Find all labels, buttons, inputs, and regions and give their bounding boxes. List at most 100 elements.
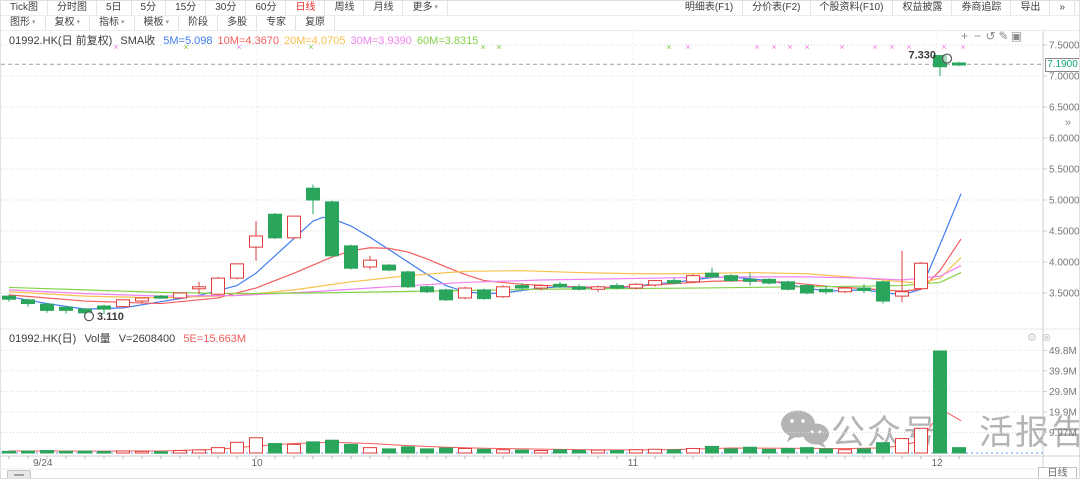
period-tab-8[interactable]: 周线 [325, 1, 365, 15]
panel-menu-item-0[interactable]: 明细表(F1) [676, 1, 744, 15]
sma-value-0: 5M=5.098 [163, 35, 213, 47]
undo-icon[interactable]: ↺ [985, 29, 996, 43]
svg-text:×: × [666, 42, 671, 52]
panel-menu-item-5[interactable]: 导出 [1011, 1, 1051, 15]
date-label-0: 9/24 [33, 458, 53, 469]
period-tab-4[interactable]: 15分 [166, 1, 207, 15]
chevron-down-icon: ▾ [165, 19, 170, 26]
period-tab-1[interactable]: 分时图 [48, 1, 97, 15]
svg-text:×: × [787, 42, 792, 52]
period-tabs: Tick图 分时图 5日 5分 15分 30分 60分 日线 周线 月线 更多 ▾ [1, 1, 448, 15]
svg-text:×: × [480, 42, 485, 52]
date-label-1: 10 [251, 458, 263, 469]
tool-tab-2[interactable]: 指标 ▾ [90, 16, 135, 30]
tool-tab-5[interactable]: 多股 [218, 16, 258, 30]
svg-text:4.0000: 4.0000 [1049, 258, 1080, 269]
svg-text:×: × [685, 42, 690, 52]
chart-tools: + − ↺ ✎ ▣ [958, 30, 1023, 43]
tool-tab-6[interactable]: 专家 [257, 16, 297, 30]
svg-text:7.0000: 7.0000 [1049, 72, 1080, 83]
period-tab-2[interactable]: 5日 [97, 1, 132, 15]
sma-value-4: 60M=3.8315 [416, 35, 479, 47]
period-tab-7[interactable]: 日线 [286, 1, 326, 15]
chevron-down-icon: ▾ [32, 19, 36, 26]
wechat-icon [781, 410, 829, 448]
settings-gear-icon[interactable]: ⚙ [1027, 332, 1037, 344]
date-label-2: 11 [627, 458, 639, 469]
tool-tab-1[interactable]: 复权 ▾ [46, 16, 91, 30]
tool-tab-0[interactable]: 图形 ▾ [1, 16, 46, 30]
panel-menu-item-4[interactable]: 券商追踪 [952, 1, 1012, 15]
indicator-label: SMA收 [120, 35, 156, 47]
svg-text:×: × [941, 42, 946, 52]
period-indicator[interactable]: 日线 [1038, 467, 1077, 478]
svg-text:5.5000: 5.5000 [1049, 165, 1080, 176]
period-tab-5[interactable]: 30分 [206, 1, 247, 15]
tools-toolbar: 图形 ▾ 复权 ▾ 指标 ▾ 模板 ▾ 阶段 多股 专家 复原 [1, 16, 1079, 31]
volume-value: V=2608400 [118, 333, 176, 345]
sma-value-1: 10M=4.3670 [217, 35, 279, 47]
pencil-icon[interactable]: ✎ [998, 29, 1009, 43]
svg-text:29.9M: 29.9M [1049, 387, 1077, 398]
svg-text:×: × [889, 42, 894, 52]
svg-text:3.110: 3.110 [97, 311, 124, 323]
chevron-down-icon: ▾ [76, 19, 81, 26]
current-price-tag: 7.1900 [1045, 58, 1079, 72]
scrollbar-thumb[interactable] [7, 470, 31, 478]
panel-menu-item-2[interactable]: 个股资料(F10) [811, 1, 894, 15]
expand-panel-icon[interactable]: » [1065, 117, 1072, 129]
svg-text:6.5000: 6.5000 [1049, 103, 1080, 114]
svg-text:9.97M: 9.97M [1049, 428, 1077, 439]
zoom-in-icon[interactable]: + [960, 29, 968, 43]
svg-text:5.0000: 5.0000 [1049, 196, 1080, 207]
period-tab-6[interactable]: 60分 [246, 1, 287, 15]
panel-menu-item-3[interactable]: 权益披露 [893, 1, 953, 15]
svg-text:7.330: 7.330 [908, 50, 936, 62]
svg-text:4.5000: 4.5000 [1049, 227, 1080, 238]
tool-tabs: 图形 ▾ 复权 ▾ 指标 ▾ 模板 ▾ 阶段 多股 专家 复原 [1, 16, 336, 30]
watermark-text-right: 活报告 [979, 414, 1080, 452]
panel-menu-item-6[interactable]: » [1050, 1, 1075, 15]
svg-text:×: × [183, 42, 188, 52]
svg-text:×: × [308, 42, 313, 52]
volume-symbol-label: 01992.HK(日) [9, 333, 77, 345]
panel-menu: 明细表(F1) 分价表(F2) 个股资料(F10) 权益披露 券商追踪 导出» [676, 1, 1075, 15]
svg-text:×: × [839, 42, 844, 52]
svg-text:×: × [113, 42, 118, 52]
tool-tab-7[interactable]: 复原 [296, 16, 336, 30]
volume-pane-buttons: ⚙ ⊗ [1027, 333, 1051, 344]
svg-text:×: × [872, 42, 877, 52]
svg-text:×: × [754, 42, 759, 52]
period-tab-9[interactable]: 月线 [364, 1, 404, 15]
period-toolbar: Tick图 分时图 5日 5分 15分 30分 60分 日线 周线 月线 更多 ▾ 明细表(F1) 分价… [1, 1, 1079, 16]
close-circle-icon[interactable]: ⊗ [1041, 332, 1052, 344]
svg-text:×: × [771, 42, 776, 52]
date-label-3: 12 [931, 458, 943, 469]
main-chart-legend: 01992.HK(日 前复权) SMA收 5M=5.098 10M=4.3670 2… [9, 32, 488, 48]
svg-text:×: × [906, 42, 911, 52]
svg-text:6.0000: 6.0000 [1049, 134, 1080, 145]
zoom-out-icon[interactable]: − [973, 29, 981, 43]
svg-text:×: × [236, 42, 241, 52]
volume-ma-value: 5E=15.663M [183, 333, 247, 345]
period-tab-10[interactable]: 更多 ▾ [403, 1, 448, 15]
tool-tab-4[interactable]: 阶段 [179, 16, 219, 30]
period-tab-0[interactable]: Tick图 [1, 1, 48, 15]
window-icon[interactable]: ▣ [1010, 29, 1023, 43]
svg-text:×: × [804, 42, 809, 52]
svg-text:×: × [496, 42, 501, 52]
sma-value-2: 20M=4.0705 [283, 35, 346, 47]
symbol-label: 01992.HK(日 前复权) [9, 35, 113, 47]
svg-text:×: × [960, 42, 965, 52]
chevron-down-icon: ▾ [121, 19, 125, 26]
svg-text:3.5000: 3.5000 [1049, 289, 1080, 300]
svg-text:19.9M: 19.9M [1049, 408, 1077, 419]
svg-text:7.5000: 7.5000 [1049, 41, 1080, 52]
tool-tab-3[interactable]: 模板 ▾ [135, 16, 180, 30]
sma-values: 5M=5.098 10M=4.3670 20M=4.0705 30M=3.9390 60… [163, 35, 483, 47]
svg-text:39.9M: 39.9M [1049, 366, 1077, 377]
panel-menu-item-1[interactable]: 分价表(F2) [743, 1, 811, 15]
period-tab-3[interactable]: 5分 [132, 1, 167, 15]
